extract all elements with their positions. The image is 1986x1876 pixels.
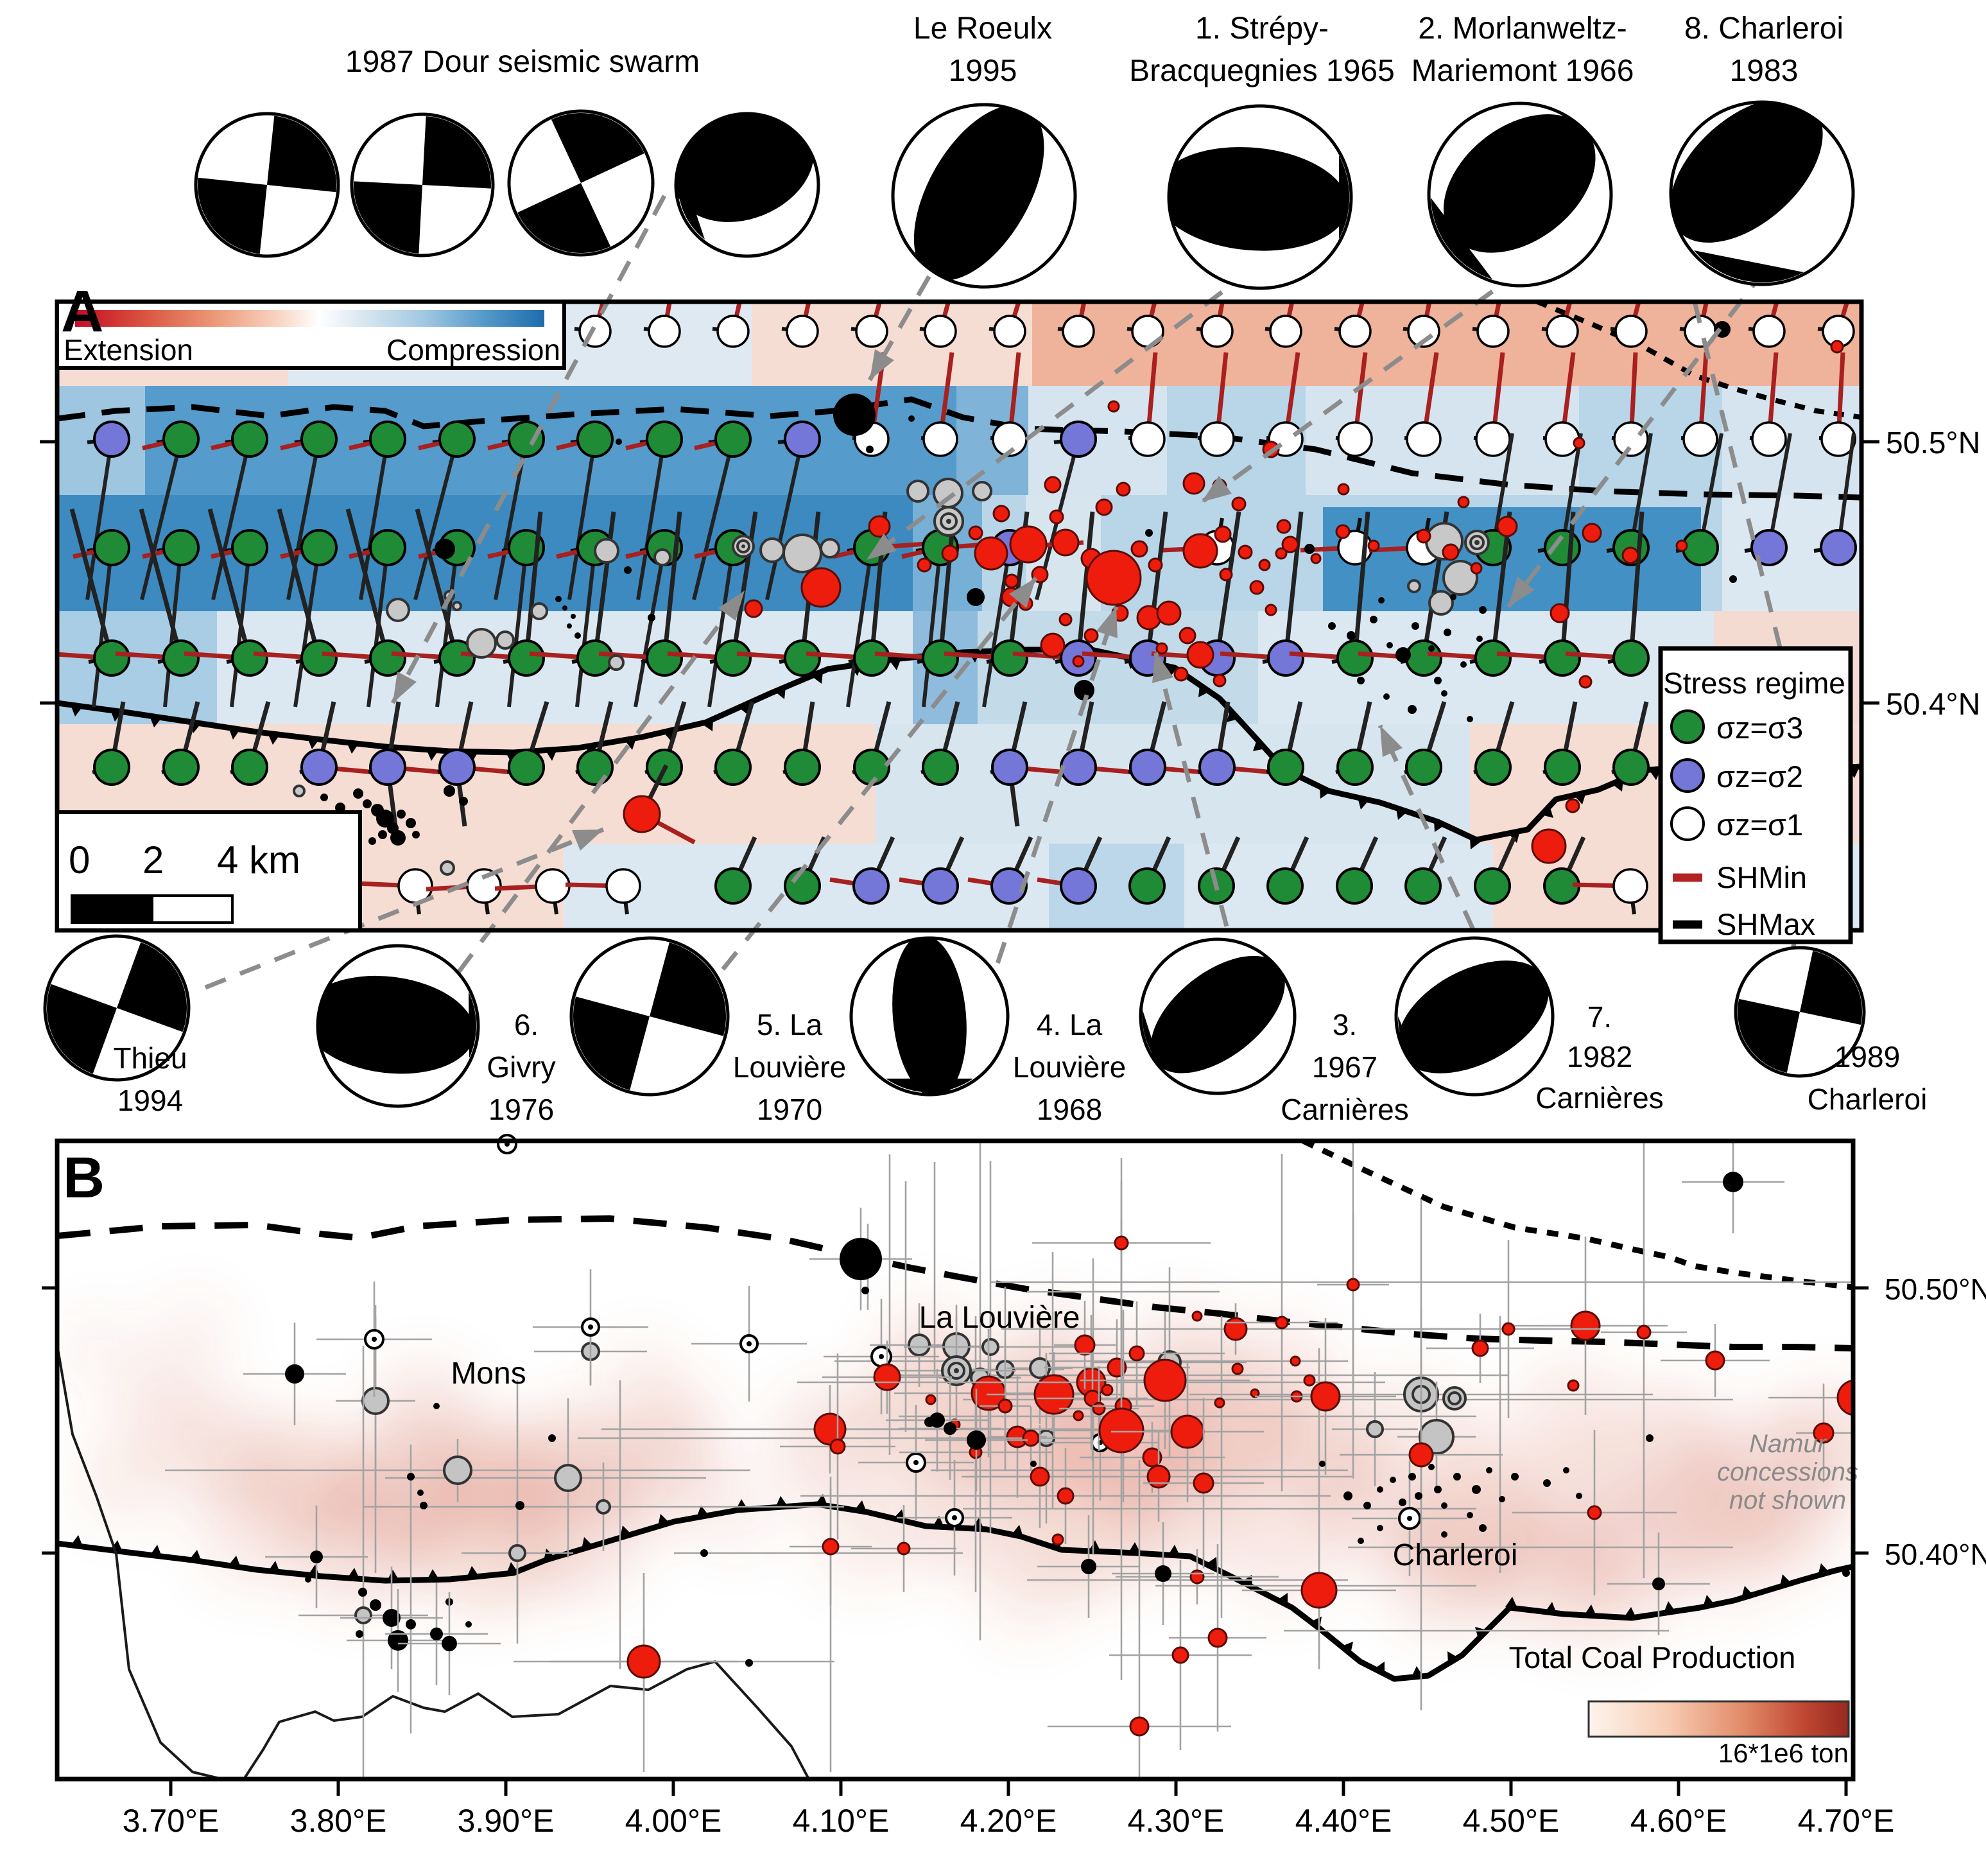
svg-text:4.10°E: 4.10°E: [793, 1803, 890, 1839]
svg-text:Louvière: Louvière: [733, 1050, 846, 1084]
svg-text:1982: 1982: [1567, 1040, 1632, 1073]
svg-text:6.: 6.: [514, 1008, 539, 1041]
svg-text:1970: 1970: [757, 1093, 822, 1126]
svg-text:Bracquegnies 1965: Bracquegnies 1965: [1129, 54, 1395, 88]
svg-text:Extension: Extension: [64, 333, 193, 367]
svg-text:4.40°E: 4.40°E: [1295, 1803, 1392, 1839]
svg-text:σz=σ3: σz=σ3: [1716, 711, 1803, 745]
svg-text:1994: 1994: [117, 1084, 183, 1117]
svg-text:4. La: 4. La: [1037, 1008, 1103, 1041]
svg-text:B: B: [63, 1146, 105, 1210]
svg-text:50.50°N: 50.50°N: [1885, 1272, 1986, 1306]
svg-text:50.40°N: 50.40°N: [1885, 1538, 1986, 1571]
svg-text:σz=σ2: σz=σ2: [1716, 760, 1803, 794]
svg-text:La Louvière: La Louvière: [919, 1301, 1080, 1335]
svg-text:4.70°E: 4.70°E: [1798, 1803, 1895, 1839]
svg-text:1983: 1983: [1730, 54, 1799, 88]
svg-text:Louvière: Louvière: [1013, 1050, 1126, 1084]
svg-text:7.: 7.: [1587, 1000, 1612, 1034]
svg-text:Total Coal Production: Total Coal Production: [1509, 1640, 1796, 1674]
svg-text:50.4°N: 50.4°N: [1886, 688, 1980, 722]
svg-text:3.70°E: 3.70°E: [123, 1803, 220, 1839]
svg-text:1995: 1995: [949, 54, 1017, 88]
svg-text:Carnières: Carnières: [1535, 1081, 1663, 1115]
svg-text:3.90°E: 3.90°E: [458, 1803, 555, 1839]
svg-text:not shown: not shown: [1729, 1486, 1846, 1515]
svg-text:1987 Dour seismic swarm: 1987 Dour seismic swarm: [345, 45, 700, 79]
svg-text:4.60°E: 4.60°E: [1630, 1803, 1727, 1839]
svg-text:SHMin: SHMin: [1716, 860, 1807, 894]
svg-text:8. Charleroi: 8. Charleroi: [1684, 12, 1844, 46]
svg-text:4 km: 4 km: [217, 838, 300, 882]
svg-text:0: 0: [69, 838, 90, 882]
svg-text:Carnières: Carnières: [1281, 1093, 1408, 1126]
svg-text:Givry: Givry: [487, 1050, 555, 1084]
svg-text:16*1e6 ton: 16*1e6 ton: [1718, 1738, 1849, 1768]
svg-text:σz=σ1: σz=σ1: [1716, 808, 1803, 842]
svg-text:5. La: 5. La: [757, 1008, 823, 1041]
svg-text:1989: 1989: [1835, 1040, 1900, 1073]
svg-text:Le Roeulx: Le Roeulx: [913, 12, 1052, 46]
svg-text:4.00°E: 4.00°E: [625, 1803, 722, 1839]
svg-text:concessions: concessions: [1717, 1458, 1858, 1486]
svg-text:Compression: Compression: [386, 333, 560, 367]
svg-text:Mons: Mons: [451, 1357, 526, 1391]
svg-text:Namur: Namur: [1749, 1430, 1827, 1458]
svg-text:2. Morlanweltz-: 2. Morlanweltz-: [1418, 12, 1627, 46]
svg-text:Charleroi: Charleroi: [1808, 1082, 1928, 1116]
svg-text:4.30°E: 4.30°E: [1128, 1803, 1225, 1839]
svg-text:50.5°N: 50.5°N: [1886, 426, 1980, 460]
svg-text:Stress regime: Stress regime: [1663, 666, 1845, 700]
svg-text:Thieu: Thieu: [113, 1041, 187, 1075]
svg-text:Mariemont 1966: Mariemont 1966: [1412, 54, 1634, 88]
svg-text:2: 2: [142, 838, 164, 882]
svg-text:1968: 1968: [1037, 1093, 1102, 1126]
svg-text:SHMax: SHMax: [1716, 907, 1815, 941]
svg-text:A: A: [61, 279, 103, 344]
svg-text:3.: 3.: [1333, 1008, 1357, 1041]
svg-text:1976: 1976: [488, 1093, 554, 1126]
svg-text:1967: 1967: [1312, 1050, 1377, 1084]
svg-text:Charleroi: Charleroi: [1393, 1538, 1518, 1572]
svg-text:4.20°E: 4.20°E: [960, 1803, 1057, 1839]
svg-text:4.50°E: 4.50°E: [1463, 1803, 1560, 1839]
svg-text:3.80°E: 3.80°E: [290, 1803, 387, 1839]
svg-text:1. Strépy-: 1. Strépy-: [1195, 12, 1329, 46]
